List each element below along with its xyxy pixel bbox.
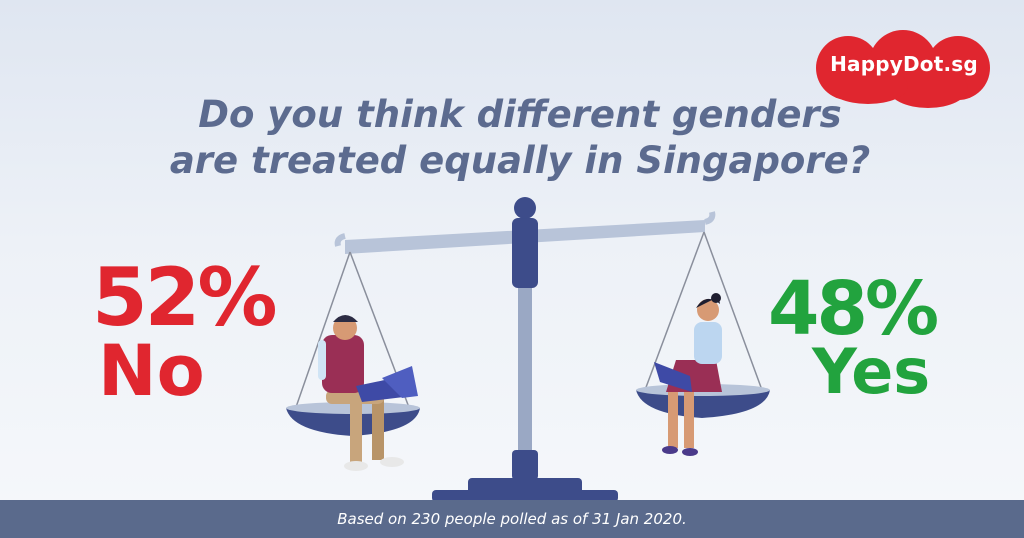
no-percentage: 52%	[92, 251, 277, 344]
footer-note: Based on 230 people polled as of 31 Jan …	[337, 510, 687, 528]
logo-cloud-icon	[816, 30, 990, 108]
poll-question: Do you think different genders are treat…	[110, 92, 930, 184]
brand-logo: HappyDot.sg	[808, 30, 998, 108]
question-line-2: are treated equally in Singapore?	[169, 139, 871, 182]
yes-label: Yes	[812, 335, 931, 408]
footer-bar: Based on 230 people polled as of 31 Jan …	[0, 500, 1024, 538]
woman-with-laptop-icon	[654, 293, 722, 456]
logo-text: HappyDot.sg	[830, 52, 978, 76]
question-line-1: Do you think different genders	[198, 93, 842, 136]
no-label: No	[98, 330, 205, 412]
yes-percentage: 48%	[768, 266, 939, 352]
man-with-laptop-icon	[318, 315, 418, 471]
